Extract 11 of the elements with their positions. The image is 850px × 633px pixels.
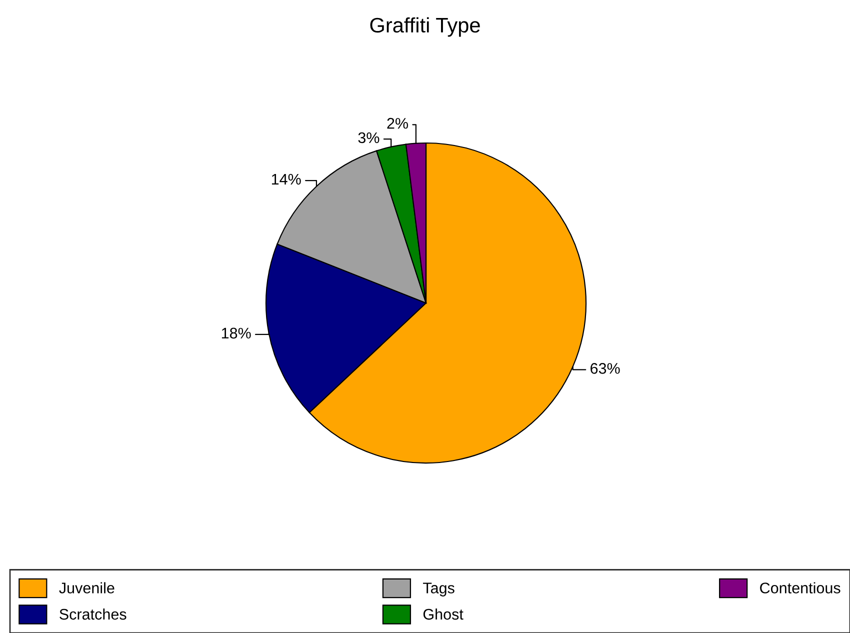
data-label: 2%	[387, 118, 408, 129]
data-label: 18%	[222, 328, 251, 339]
data-label: 63%	[590, 363, 620, 374]
legend-label: Juvenile	[59, 582, 114, 594]
legend-label: Tags	[423, 582, 454, 596]
legend-label: Scratches	[60, 608, 126, 620]
data-label: 14%	[272, 174, 301, 185]
chart-title: Graffiti Type	[370, 17, 480, 37]
legend-label: Ghost	[423, 608, 464, 620]
data-label: 3%	[358, 132, 380, 144]
legend-label: Contentious	[760, 582, 840, 594]
